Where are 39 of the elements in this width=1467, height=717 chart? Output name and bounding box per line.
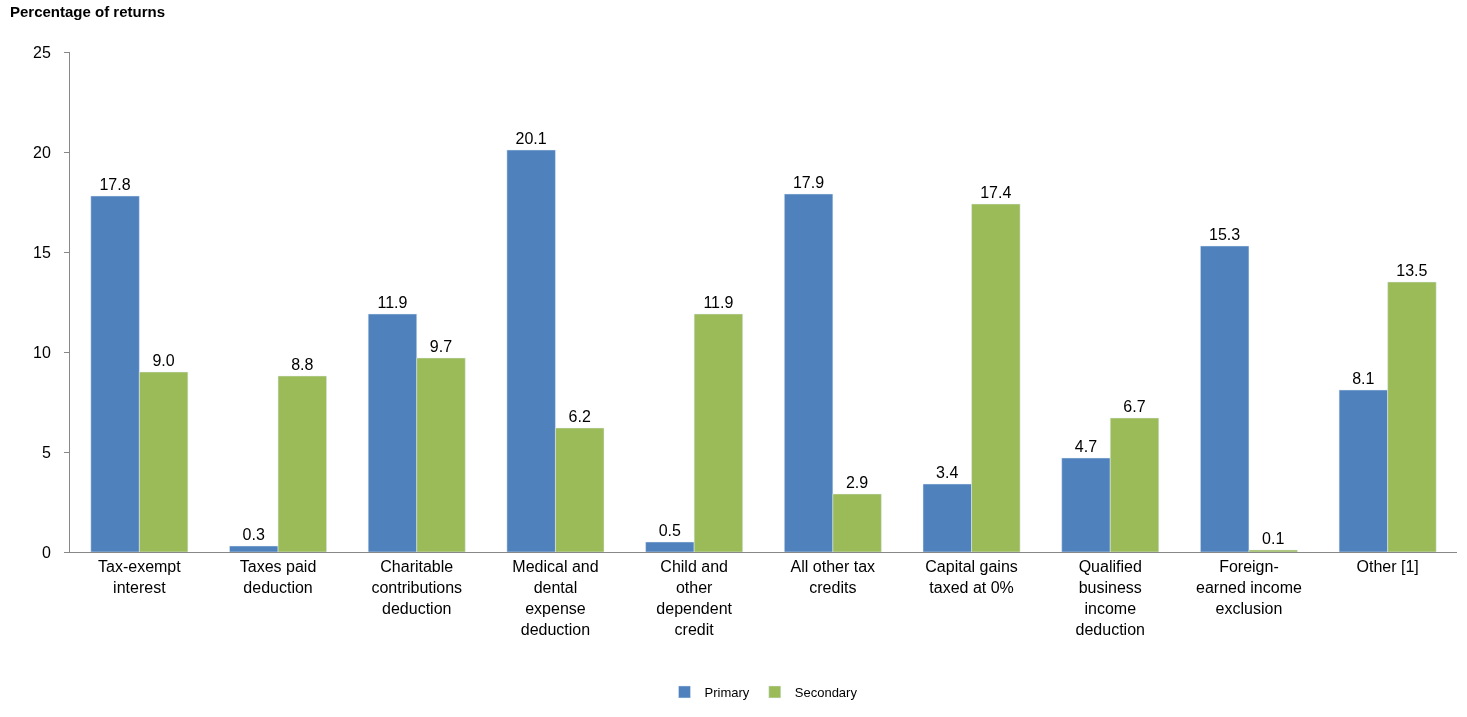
- data-label: 0.3: [242, 526, 265, 543]
- x-tick-label: Taxes paid deduction: [239, 558, 317, 596]
- x-tick-label: Capital gains taxed at 0%: [925, 558, 1018, 596]
- data-label: 13.5: [1396, 262, 1428, 279]
- legend-label: Primary: [704, 685, 750, 701]
- y-tick-label: 20: [33, 143, 51, 161]
- data-label: 11.9: [703, 294, 734, 311]
- x-tick-label: Tax-exempt interest: [98, 558, 182, 596]
- data-label: 11.9: [377, 294, 408, 311]
- x-tick-label: Charitable contributions deduction: [371, 558, 463, 617]
- data-label: 9.7: [429, 338, 453, 355]
- data-label: 8.1: [1352, 370, 1375, 387]
- data-label: 20.1: [515, 130, 547, 147]
- data-label: 2.9: [845, 474, 869, 491]
- y-tick-label: 5: [41, 443, 51, 461]
- data-label: 6.7: [1123, 398, 1146, 415]
- data-label: 3.4: [936, 464, 959, 481]
- data-label: 6.2: [568, 408, 591, 425]
- data-label: 9.0: [152, 352, 175, 369]
- x-tick-label: All other tax credits: [790, 558, 876, 596]
- legend-label: Secondary: [794, 685, 858, 701]
- x-tick-label: Medical and dental expense deduction: [512, 558, 599, 638]
- data-label: 17.9: [792, 174, 825, 191]
- data-label: 4.7: [1074, 438, 1098, 455]
- x-tick-label: Qualified business income deduction: [1075, 558, 1145, 638]
- y-tick-label: 15: [33, 243, 51, 261]
- data-label: 0.5: [658, 522, 682, 539]
- x-tick-label: Foreign- earned income exclusion: [1196, 558, 1302, 617]
- x-tick-label: Child and other dependent credit: [656, 558, 733, 638]
- data-label: 8.8: [291, 356, 314, 373]
- data-label: 0.1: [1262, 530, 1285, 547]
- data-label: 17.4: [980, 184, 1012, 201]
- y-axis-title: Percentage of returns: [10, 3, 166, 20]
- x-tick-label: Other [1]: [1356, 558, 1419, 576]
- data-label: 17.8: [99, 176, 131, 193]
- data-label: 15.3: [1209, 226, 1241, 243]
- y-tick-label: 0: [41, 543, 51, 561]
- y-tick-label: 10: [33, 343, 51, 361]
- y-tick-label: 25: [33, 43, 51, 61]
